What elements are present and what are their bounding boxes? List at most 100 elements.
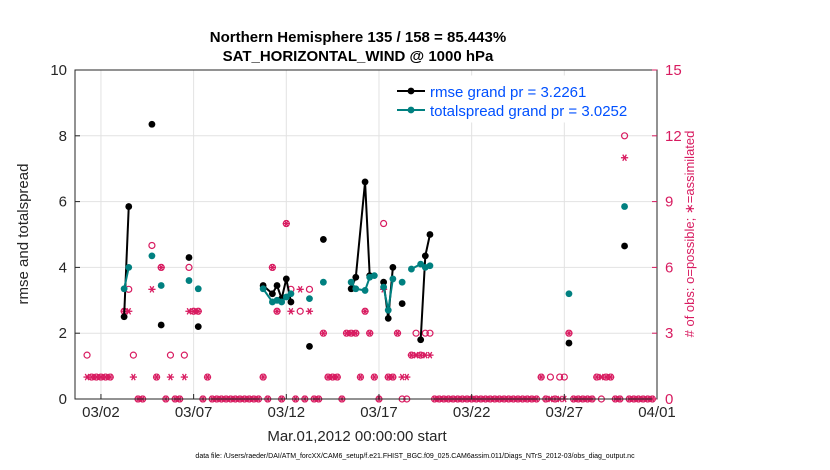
obs-possible-point [421,329,429,337]
plot-area [75,70,657,399]
totalspread-point [125,264,133,271]
obs-assimilated-point [287,307,295,315]
rmse-point [361,178,369,186]
obs-possible-point [180,351,188,359]
totalspread-line [123,267,130,289]
obs-assimilated-point [393,329,402,337]
legend-rmse-marker [407,87,415,95]
right-tick-label: 15 [665,62,682,79]
rmse-point [389,264,397,271]
totalspread-point [347,278,355,286]
totalspread-point [319,278,327,286]
obs-possible-point [185,263,193,271]
x-tick-label: 03/27 [546,404,584,421]
obs-assimilated-point [166,373,175,381]
obs-assimilated-point [129,373,137,381]
rmse-point [287,298,295,306]
obs-possible-point [560,373,568,381]
right-axis-ticks: 0 3 6 9 12 15 [652,62,682,408]
obs-assimilated-point [268,263,276,271]
rmse-point [194,323,202,331]
obs-possible-point [129,351,137,359]
obs-assimilated-point [194,307,202,315]
totalspread-point [370,272,378,280]
obs-assimilated-point [565,329,573,337]
obs-assimilated-point [180,373,188,381]
rmse-point [398,300,406,307]
legend-rmse-label: rmse grand pr = 3.2261 [430,84,586,101]
rmse-point [565,339,573,347]
rmse-point [421,252,429,260]
obs-possible-point [412,329,420,337]
legend: rmse grand pr = 3.2261 totalspread grand… [391,75,646,123]
x-tick-label: 03/12 [268,404,306,421]
left-tick-label: 2 [59,325,67,342]
obs-assimilated-point [426,351,434,359]
series-layer [120,120,628,350]
y-axis-label-left: rmse and totalspread [15,164,32,305]
obs-assimilated-point [106,373,114,381]
rmse-point [319,236,327,243]
obs-assimilated-point [282,220,290,227]
left-axis-ticks: 0 2 4 6 8 10 [50,62,80,408]
legend-box [391,75,646,123]
rmse-point [157,321,165,329]
obs-assimilated-point [125,307,133,315]
legend-spread-marker [407,106,415,114]
x-tick-label: 03/02 [82,404,120,421]
left-tick-label: 6 [59,194,67,211]
chart-title-line1: Northern Hemisphere 135 / 158 = 85.443% [210,29,506,46]
obs-assimilated-point [259,373,267,381]
obs-possible-point [296,307,304,315]
obs-possible-point [305,285,314,293]
obs-assimilated-point [370,373,378,381]
totalspread-point [278,298,286,306]
right-tick-label: 6 [665,259,673,276]
obs-assimilated-point [366,329,374,337]
obs-assimilated-point [296,285,304,293]
totalspread-point [306,295,313,303]
obs-assimilated-point [356,373,365,381]
obs-possible-point [426,329,434,337]
y-axis-label-right: # of obs: o=possible; ∗=assimilated [682,131,697,338]
obs-assimilated-point [273,307,281,315]
legend-spread-label: totalspread grand pr = 3.0252 [430,103,627,120]
rmse-point [417,336,425,344]
plot-frame [74,69,658,400]
right-tick-label: 3 [665,325,673,342]
rmse-point [621,242,628,250]
left-tick-label: 10 [50,62,67,79]
totalspread-point [621,203,628,210]
obs-assimilated-point [152,373,161,381]
rmse-point [352,273,360,281]
obs-possible-point [166,351,175,359]
left-tick-label: 8 [59,128,67,145]
obs-assimilated-point [361,307,369,315]
totalspread-point [185,277,193,284]
totalspread-point [259,285,267,293]
left-tick-label: 0 [59,391,67,408]
rmse-point [125,203,133,210]
obs-possible-point [83,351,91,359]
x-tick-label: 03/22 [453,404,491,421]
obs-assimilated-point [157,263,165,271]
totalspread-point [408,265,415,273]
rmse-point [185,254,193,261]
rmse-point [148,120,156,128]
rmse-point [120,313,128,321]
totalspread-point [352,285,360,293]
totalspread-point [120,285,128,293]
x-tick-label: 03/07 [175,404,213,421]
totalspread-point [384,306,392,314]
obs-assimilated-point [333,373,341,381]
x-tick-label: 03/17 [360,404,398,421]
obs-assimilated-point [305,307,314,315]
rmse-line [123,206,130,317]
rmse-point [380,278,388,286]
rmse-point [426,231,434,238]
right-tick-label: 12 [665,128,682,145]
obs-possible-point [148,241,156,250]
chart-title-line2: SAT_HORIZONTAL_WIND @ 1000 hPa [223,48,494,65]
totalspread-point [426,262,434,270]
